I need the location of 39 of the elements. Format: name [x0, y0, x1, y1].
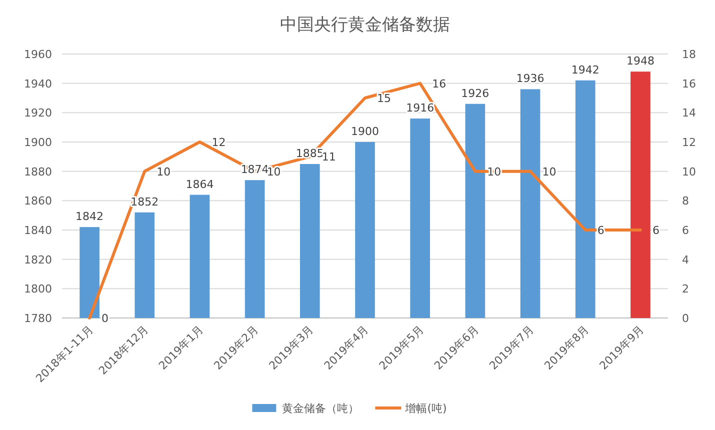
- data-label: 1948: [626, 54, 654, 68]
- y2-tick-label: 6: [682, 224, 689, 237]
- data-label: 11: [322, 150, 336, 164]
- data-label: 15: [377, 92, 391, 105]
- data-label: 1900: [351, 125, 379, 138]
- data-label: 0: [102, 312, 109, 325]
- data-label: 1942: [571, 63, 600, 76]
- data-label: 12: [212, 136, 226, 149]
- chart-title: 中国央行黄金储备数据: [280, 15, 450, 35]
- y2-tick-label: 12: [682, 136, 696, 149]
- data-label: 1936: [516, 72, 544, 86]
- y2-tick-label: 10: [682, 165, 696, 178]
- y-tick-label: 1840: [24, 224, 52, 237]
- data-label: 1864: [186, 178, 214, 191]
- y2-tick-label: 2: [682, 282, 689, 296]
- legend-label: 黄金储备（吨）: [282, 402, 360, 415]
- y2-tick-label: 8: [682, 194, 689, 208]
- y2-tick-label: 4: [682, 253, 689, 266]
- y-tick-label: 1860: [24, 194, 52, 208]
- data-label: 6: [652, 224, 660, 237]
- y-tick-label: 1960: [24, 48, 52, 61]
- y-tick-label: 1900: [24, 136, 52, 149]
- data-label: 1916: [406, 102, 434, 115]
- data-label: 16: [432, 77, 446, 90]
- legend-label: 增幅(吨): [404, 402, 447, 415]
- y-tick-label: 1800: [24, 282, 52, 296]
- y-tick-label: 1780: [24, 312, 52, 325]
- y-tick-label: 1880: [24, 165, 52, 178]
- y2-tick-label: 16: [682, 77, 696, 90]
- y-tick-label: 1940: [24, 77, 52, 90]
- data-label: 10: [542, 165, 556, 178]
- y-tick-label: 1920: [24, 106, 52, 120]
- data-label: 1842: [76, 210, 104, 224]
- data-label: 1926: [461, 86, 490, 100]
- y2-tick-label: 18: [682, 48, 696, 61]
- y-tick-label: 1820: [24, 253, 52, 266]
- y2-tick-label: 14: [682, 106, 696, 120]
- data-label: 10: [156, 165, 171, 178]
- y2-tick-label: 0: [682, 312, 689, 325]
